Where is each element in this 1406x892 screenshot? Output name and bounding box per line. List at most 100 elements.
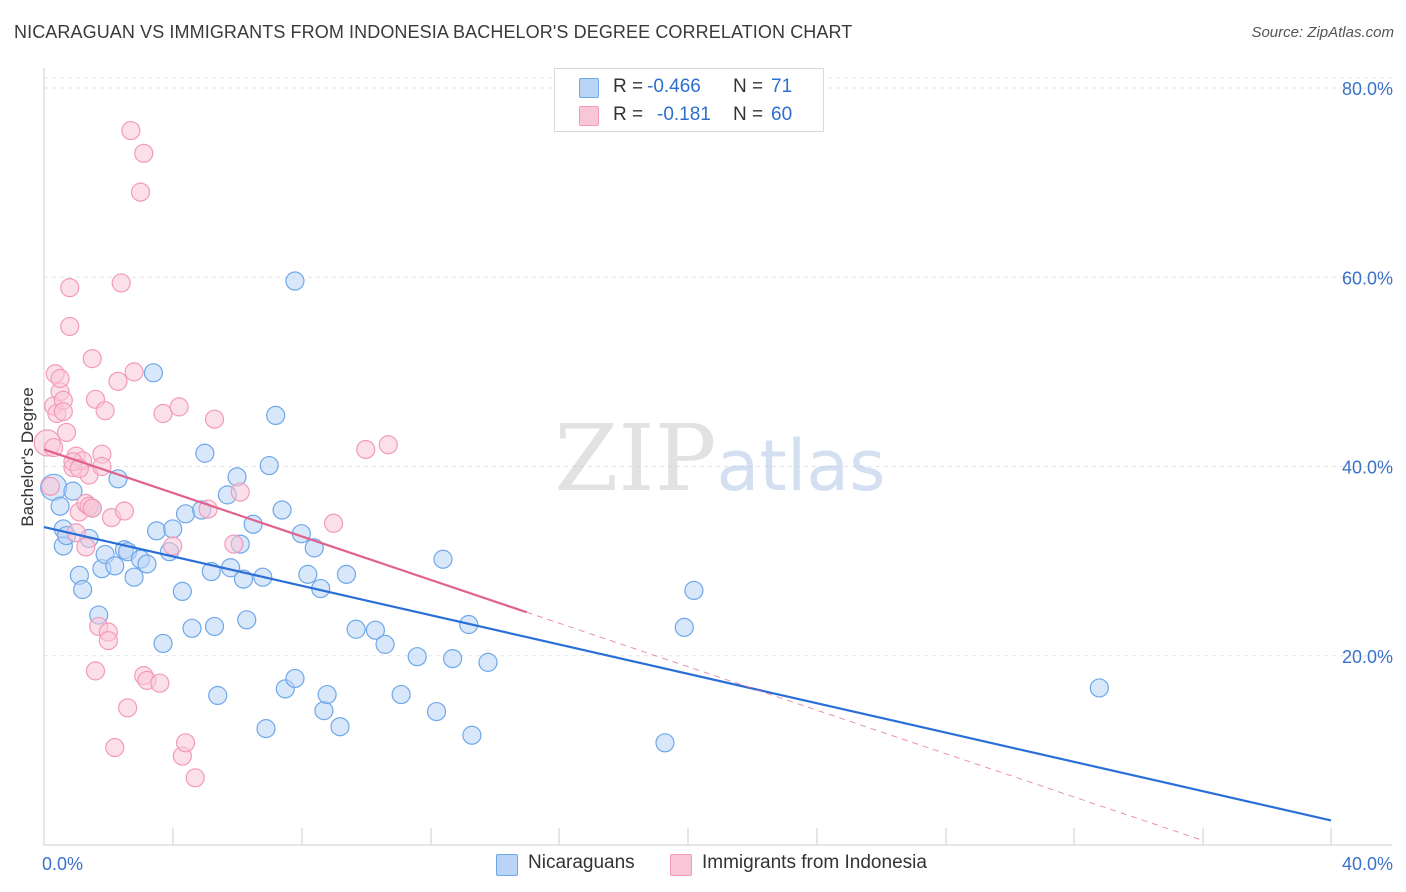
data-point	[53, 402, 73, 422]
data-point	[82, 349, 102, 369]
data-point	[285, 271, 305, 291]
data-point	[163, 536, 183, 556]
data-point	[378, 435, 398, 455]
data-point	[346, 619, 366, 639]
series-legend: Nicaraguans Immigrants from Indonesia	[0, 852, 1406, 878]
data-point	[63, 481, 83, 501]
data-point	[298, 564, 318, 584]
data-point	[462, 725, 482, 745]
data-point	[478, 652, 498, 672]
data-point	[655, 733, 675, 753]
r-value: -0.181	[657, 104, 711, 125]
data-point	[208, 685, 228, 706]
data-point	[230, 482, 250, 502]
data-point	[407, 647, 427, 667]
data-point	[356, 439, 376, 460]
data-point	[111, 273, 131, 293]
data-point	[365, 620, 386, 640]
data-point	[50, 368, 70, 389]
tick-labels: 20.0% 40.0% 60.0% 80.0% 0.0% 40.0%	[42, 79, 1393, 874]
data-point	[172, 581, 192, 602]
swatch-indonesia	[579, 106, 599, 126]
stats-row-nicaraguans: R = -0.466 N = 71	[555, 73, 823, 101]
data-point	[266, 405, 286, 426]
chart-source: Source: ZipAtlas.com	[1251, 24, 1394, 41]
data-point	[323, 513, 344, 533]
data-point	[391, 684, 411, 705]
data-point	[272, 500, 292, 520]
trend-line-nicaraguans	[43, 525, 1332, 822]
x-tick-label: 0.0%	[42, 854, 83, 874]
data-point	[182, 618, 202, 638]
data-point	[163, 519, 183, 539]
y-tick-label: 40.0%	[1342, 458, 1393, 478]
r-value: -0.466	[647, 76, 701, 97]
watermark-atlas: atlas	[717, 425, 886, 507]
data-point	[426, 701, 447, 722]
data-point	[130, 182, 151, 202]
data-point	[85, 661, 106, 681]
data-point	[76, 537, 96, 557]
data-point	[175, 504, 196, 524]
legend-label-indonesia: Immigrants from Indonesia	[702, 852, 927, 873]
data-point	[169, 397, 189, 417]
data-point	[121, 120, 141, 141]
data-point	[674, 617, 694, 637]
data-point	[304, 538, 324, 558]
data-point	[256, 719, 276, 739]
data-point	[175, 733, 196, 753]
data-point	[105, 556, 125, 576]
series-nicaraguans	[40, 271, 1109, 753]
data-point	[124, 567, 144, 587]
data-point	[134, 143, 154, 163]
watermark-zip: ZIP	[554, 405, 716, 512]
data-point	[336, 564, 357, 584]
data-point	[108, 469, 128, 489]
data-point	[153, 633, 173, 654]
data-point	[124, 362, 144, 382]
data-point	[204, 409, 225, 429]
data-point	[143, 363, 163, 383]
data-point	[150, 673, 170, 693]
stats-legend: R = -0.466 N = 71 R = -0.181 N = 60	[554, 68, 824, 132]
data-point	[195, 443, 215, 463]
data-point	[684, 580, 704, 601]
data-point	[118, 698, 138, 718]
data-point	[185, 768, 205, 788]
y-tick-label: 80.0%	[1342, 79, 1393, 99]
data-point	[330, 717, 350, 737]
data-point	[259, 455, 279, 476]
data-point	[98, 631, 118, 651]
swatch-nicaraguans	[579, 78, 599, 98]
legend-label-nicaraguans: Nicaraguans	[528, 852, 635, 873]
y-tick-label: 20.0%	[1342, 647, 1393, 667]
trend-lines	[43, 448, 1332, 841]
r-label: R =	[613, 104, 644, 125]
data-point	[153, 403, 173, 424]
legend-swatch-indonesia	[670, 854, 692, 876]
stats-row-indonesia: R = -0.181 N = 60	[555, 101, 823, 129]
data-point	[375, 634, 395, 654]
data-point	[95, 401, 115, 421]
n-label: N =	[733, 76, 764, 97]
chart-title: NICARAGUAN VS IMMIGRANTS FROM INDONESIA …	[14, 22, 853, 42]
trend-line-indonesia-extension	[526, 611, 1203, 841]
watermark: ZIPatlas	[554, 405, 885, 512]
series-indonesia	[33, 120, 398, 788]
data-point	[204, 616, 225, 637]
data-point	[50, 496, 70, 516]
data-point	[243, 514, 263, 534]
legend-swatch-nicaraguans	[496, 854, 518, 876]
data-point	[147, 521, 167, 541]
r-label: R =	[613, 76, 644, 97]
n-label: N =	[733, 104, 764, 125]
n-value: 71	[771, 76, 793, 97]
data-point	[443, 648, 463, 669]
gridlines	[44, 77, 1392, 657]
data-point	[317, 684, 337, 705]
axes	[43, 68, 1392, 846]
y-tick-label: 60.0%	[1342, 268, 1393, 288]
data-point	[82, 498, 102, 518]
x-tick-label: 40.0%	[1342, 854, 1393, 874]
data-point	[108, 371, 128, 391]
